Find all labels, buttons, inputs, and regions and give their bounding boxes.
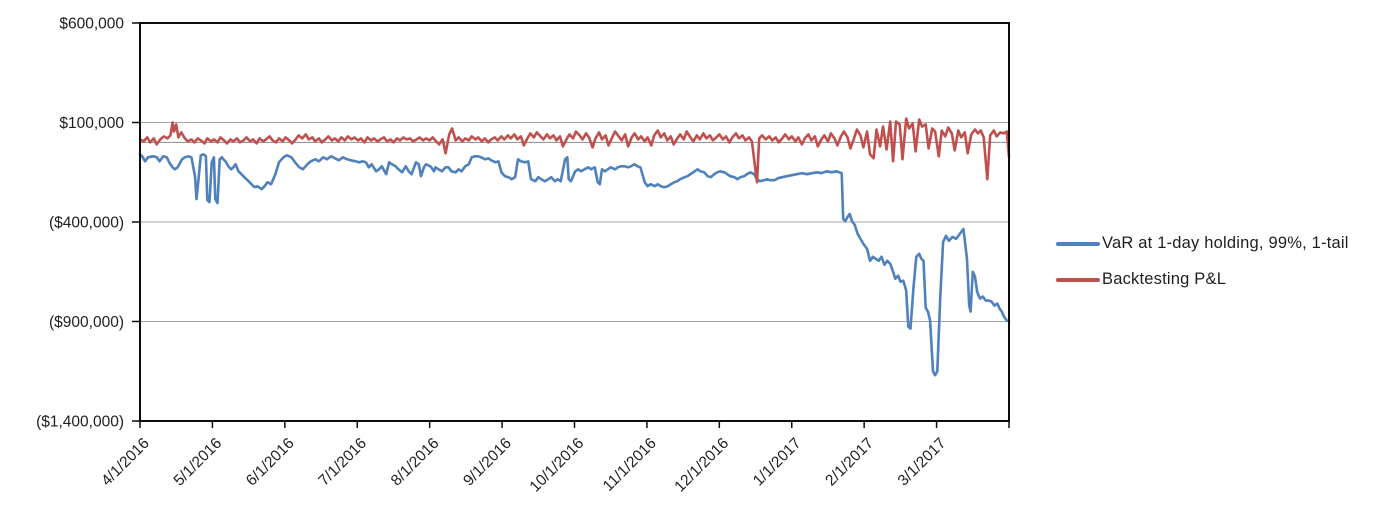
y-axis-labels: $600,000 $100,000 ($400,000) ($900,000) ($1,… bbox=[36, 16, 124, 431]
series-line-pnl bbox=[138, 117, 1011, 184]
y-tick-label: ($1,400,000) bbox=[36, 414, 124, 431]
x-tick-label: 5/1/2016 bbox=[171, 435, 226, 490]
x-tick-label: 8/1/2016 bbox=[388, 435, 443, 490]
legend-item-var: VaR at 1-day holding, 99%, 1-tail bbox=[1056, 234, 1349, 253]
gridlines bbox=[140, 22, 1009, 422]
y-tick-label: ($400,000) bbox=[49, 215, 124, 232]
x-tick-label: 4/1/2016 bbox=[98, 435, 153, 490]
legend-line-swatch-var-icon bbox=[1056, 241, 1100, 246]
x-tick-label: 6/1/2016 bbox=[243, 435, 298, 490]
x-tick-label: 3/1/2017 bbox=[895, 435, 950, 490]
legend-label-var: VaR at 1-day holding, 99%, 1-tail bbox=[1102, 234, 1349, 252]
legend-item-pnl: Backtesting P&L bbox=[1056, 270, 1349, 289]
x-tick-label: 11/1/2016 bbox=[600, 435, 660, 495]
legend-line-swatch-pnl-icon bbox=[1056, 277, 1100, 282]
x-tick-label: 1/1/2017 bbox=[750, 435, 805, 490]
x-tick-label: 2/1/2017 bbox=[822, 435, 877, 490]
y-tick-label: $600,000 bbox=[59, 16, 124, 33]
y-tick-label: $100,000 bbox=[59, 115, 124, 132]
legend-label-pnl: Backtesting P&L bbox=[1102, 270, 1227, 288]
x-tick-label: 12/1/2016 bbox=[671, 435, 732, 496]
series-line-var bbox=[138, 153, 1011, 377]
x-tick-label: 9/1/2016 bbox=[460, 435, 515, 490]
x-axis-labels: 4/1/2016 5/1/2016 6/1/2016 7/1/2016 8/1/2016… bbox=[98, 435, 949, 496]
x-tick-label: 7/1/2016 bbox=[315, 435, 370, 490]
chart-legend: VaR at 1-day holding, 99%, 1-tail Backte… bbox=[1056, 234, 1349, 289]
data-series bbox=[138, 117, 1011, 377]
x-tick-label: 10/1/2016 bbox=[527, 435, 588, 496]
y-tick-label: ($900,000) bbox=[49, 314, 124, 331]
axis-ticks bbox=[132, 22, 1010, 428]
